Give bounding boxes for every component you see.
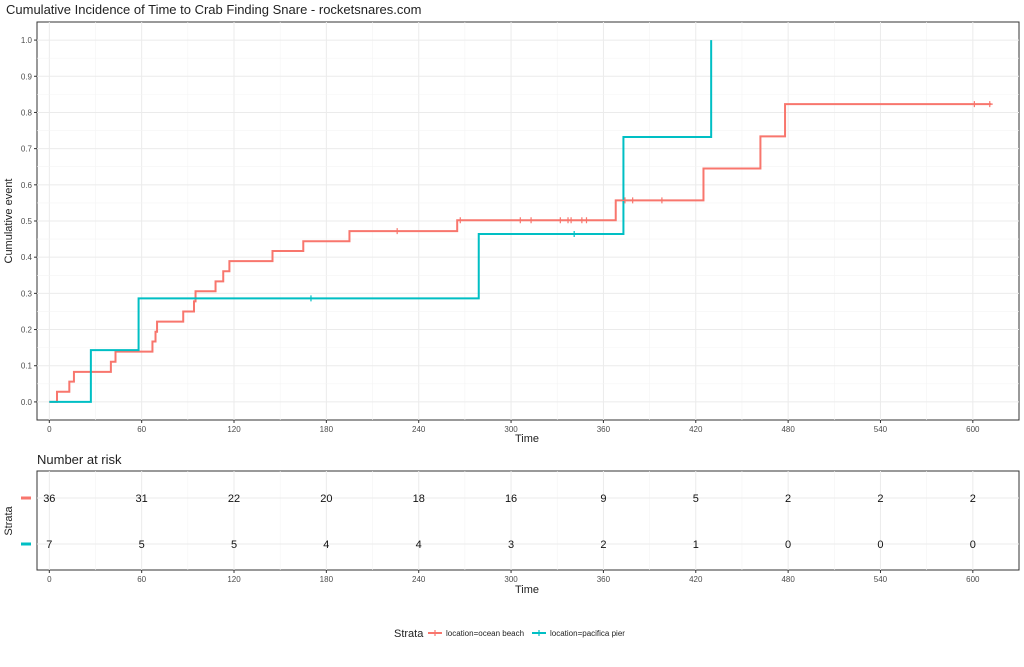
censor-mark <box>517 217 524 224</box>
y-tick-label: 0.1 <box>21 362 33 371</box>
risk-value: 31 <box>136 493 148 505</box>
y-tick-label: 0.4 <box>21 253 33 262</box>
risk-table-grid <box>37 471 1019 570</box>
x-tick-label: 600 <box>966 425 980 434</box>
risk-table-title: Number at risk <box>37 452 122 467</box>
y-tick-label: 0.5 <box>21 217 33 226</box>
risk-x-tick-label: 360 <box>597 575 611 584</box>
censor-mark <box>621 197 628 204</box>
y-axis-ticks: 0.0 0.1 0.2 0.3 0.4 0.5 0.6 0.7 0.8 0.9 1.0 <box>21 36 37 407</box>
y-tick-label: 1.0 <box>21 36 33 45</box>
risk-x-tick-label: 540 <box>874 575 888 584</box>
risk-table-y-title: Strata <box>3 505 15 535</box>
risk-x-tick-label: 600 <box>966 575 980 584</box>
x-tick-label: 180 <box>320 425 334 434</box>
legend: Strata location=ocean beach location=paci… <box>394 628 625 640</box>
series-line-pacifica-pier <box>49 40 713 403</box>
y-tick-label: 0.0 <box>21 398 33 407</box>
censor-mark <box>568 217 575 224</box>
risk-table-x-ticks: 0 60 120 180 240 300 360 420 480 540 600 <box>47 570 980 584</box>
risk-table-x-title: Time <box>515 584 539 596</box>
risk-value: 1 <box>693 539 699 551</box>
x-tick-label: 0 <box>47 425 52 434</box>
y-tick-label: 0.8 <box>21 108 33 117</box>
risk-value: 18 <box>413 493 425 505</box>
y-tick-label: 0.6 <box>21 181 33 190</box>
main-grid <box>37 22 1019 420</box>
censor-mark <box>629 197 636 204</box>
y-axis-title: Cumulative event <box>3 179 15 264</box>
censor-mark <box>658 197 665 204</box>
risk-value: 22 <box>228 493 240 505</box>
y-tick-label: 0.9 <box>21 72 33 81</box>
risk-x-tick-label: 240 <box>412 575 426 584</box>
risk-value: 7 <box>46 539 52 551</box>
censor-mark <box>528 217 535 224</box>
risk-value: 0 <box>785 539 791 551</box>
risk-value: 2 <box>785 493 791 505</box>
x-axis-title: Time <box>515 433 539 445</box>
x-tick-label: 120 <box>227 425 241 434</box>
censor-mark <box>571 231 578 238</box>
censor-marks <box>307 101 993 302</box>
x-tick-label: 360 <box>597 425 611 434</box>
censor-mark <box>971 101 978 108</box>
legend-label: location=ocean beach <box>446 629 524 638</box>
risk-x-tick-label: 180 <box>320 575 334 584</box>
x-axis-ticks: 0 60 120 180 240 300 360 420 480 540 600 <box>47 420 980 434</box>
chart-title: Cumulative Incidence of Time to Crab Fin… <box>6 2 421 17</box>
risk-x-tick-label: 420 <box>689 575 703 584</box>
risk-value: 4 <box>416 539 422 551</box>
risk-x-tick-label: 300 <box>504 575 518 584</box>
risk-value: 9 <box>600 493 606 505</box>
risk-value: 2 <box>877 493 883 505</box>
risk-value: 0 <box>877 539 883 551</box>
risk-table-panel <box>36 470 1020 571</box>
risk-value: 20 <box>320 493 332 505</box>
risk-value: 0 <box>970 539 976 551</box>
censor-mark <box>986 101 993 108</box>
risk-x-tick-label: 120 <box>227 575 241 584</box>
risk-value: 36 <box>43 493 55 505</box>
risk-x-tick-label: 60 <box>137 575 146 584</box>
censor-mark <box>557 217 564 224</box>
risk-table-strata-keys <box>21 496 31 546</box>
x-tick-label: 540 <box>874 425 888 434</box>
risk-value: 16 <box>505 493 517 505</box>
censor-mark <box>394 228 401 235</box>
x-tick-label: 240 <box>412 425 426 434</box>
legend-label: location=pacifica pier <box>550 629 625 638</box>
risk-value: 2 <box>970 493 976 505</box>
x-tick-label: 480 <box>781 425 795 434</box>
series-line-ocean-beach <box>49 103 992 403</box>
risk-value: 3 <box>508 539 514 551</box>
censor-mark <box>583 217 590 224</box>
risk-value: 5 <box>231 539 237 551</box>
x-tick-label: 60 <box>137 425 146 434</box>
y-tick-label: 0.3 <box>21 289 33 298</box>
risk-value: 5 <box>139 539 145 551</box>
censor-mark <box>307 295 314 302</box>
legend-title: Strata <box>394 628 424 640</box>
risk-table-values: 36 31 22 20 18 16 9 5 2 2 27 5 5 4 4 3 2 1 0 0 0 <box>43 493 976 551</box>
y-tick-label: 0.2 <box>21 326 33 335</box>
x-tick-label: 300 <box>504 425 518 434</box>
risk-x-tick-label: 0 <box>47 575 52 584</box>
risk-value: 2 <box>600 539 606 551</box>
x-tick-label: 420 <box>689 425 703 434</box>
y-tick-label: 0.7 <box>21 145 33 154</box>
risk-value: 5 <box>693 493 699 505</box>
risk-value: 4 <box>323 539 329 551</box>
censor-mark <box>457 217 464 224</box>
series-lines <box>49 40 992 403</box>
risk-x-tick-label: 480 <box>781 575 795 584</box>
